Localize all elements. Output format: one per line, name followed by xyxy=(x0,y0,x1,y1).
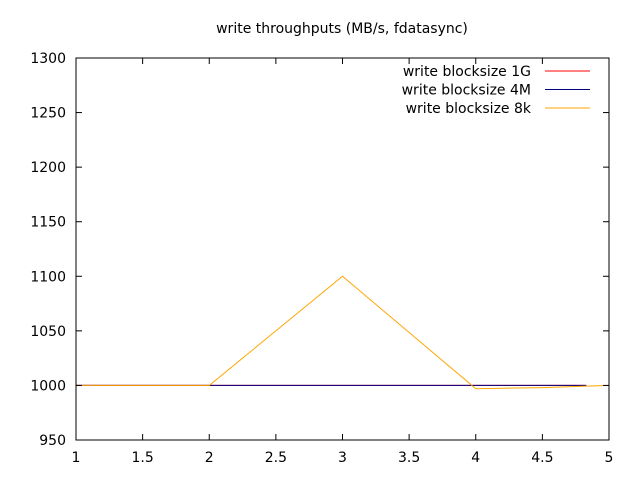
axes-layer: 1 1.5 2 2.5 3 3.5 4 4.5 5 950 1000 1050 1100 1150 1200… xyxy=(30,51,613,466)
x-tick-label: 2 xyxy=(205,450,214,466)
x-tick-label: 5 xyxy=(605,450,614,466)
x-tick-label: 1.5 xyxy=(131,450,153,466)
legend-label: write blocksize 1G xyxy=(403,64,531,80)
y-tick-label: 1100 xyxy=(30,269,66,285)
x-tick-label: 3 xyxy=(338,450,347,466)
y-tick-label: 1000 xyxy=(30,378,66,394)
series-layer xyxy=(76,275,610,390)
legend: write blocksize 1G write blocksize 4M writ… xyxy=(402,64,590,117)
y-tick-label: 950 xyxy=(39,433,66,449)
x-tick-label: 4.5 xyxy=(531,450,553,466)
legend-label: write blocksize 8k xyxy=(406,101,532,117)
chart-title: write throughputs (MB/s, fdatasync) xyxy=(216,21,468,37)
series-line-3 xyxy=(76,275,610,390)
y-tick-label: 1200 xyxy=(30,160,66,176)
y-tick-label: 1050 xyxy=(30,324,66,340)
legend-label: write blocksize 4M xyxy=(402,83,531,99)
y-tick-label: 1250 xyxy=(30,106,66,122)
y-tick-label: 1300 xyxy=(30,51,66,67)
x-tick-label: 4 xyxy=(471,450,480,466)
x-tick-label: 3.5 xyxy=(398,450,420,466)
x-tick-label: 1 xyxy=(72,450,81,466)
x-tick-label: 2.5 xyxy=(265,450,287,466)
y-tick-label: 1150 xyxy=(30,215,66,231)
